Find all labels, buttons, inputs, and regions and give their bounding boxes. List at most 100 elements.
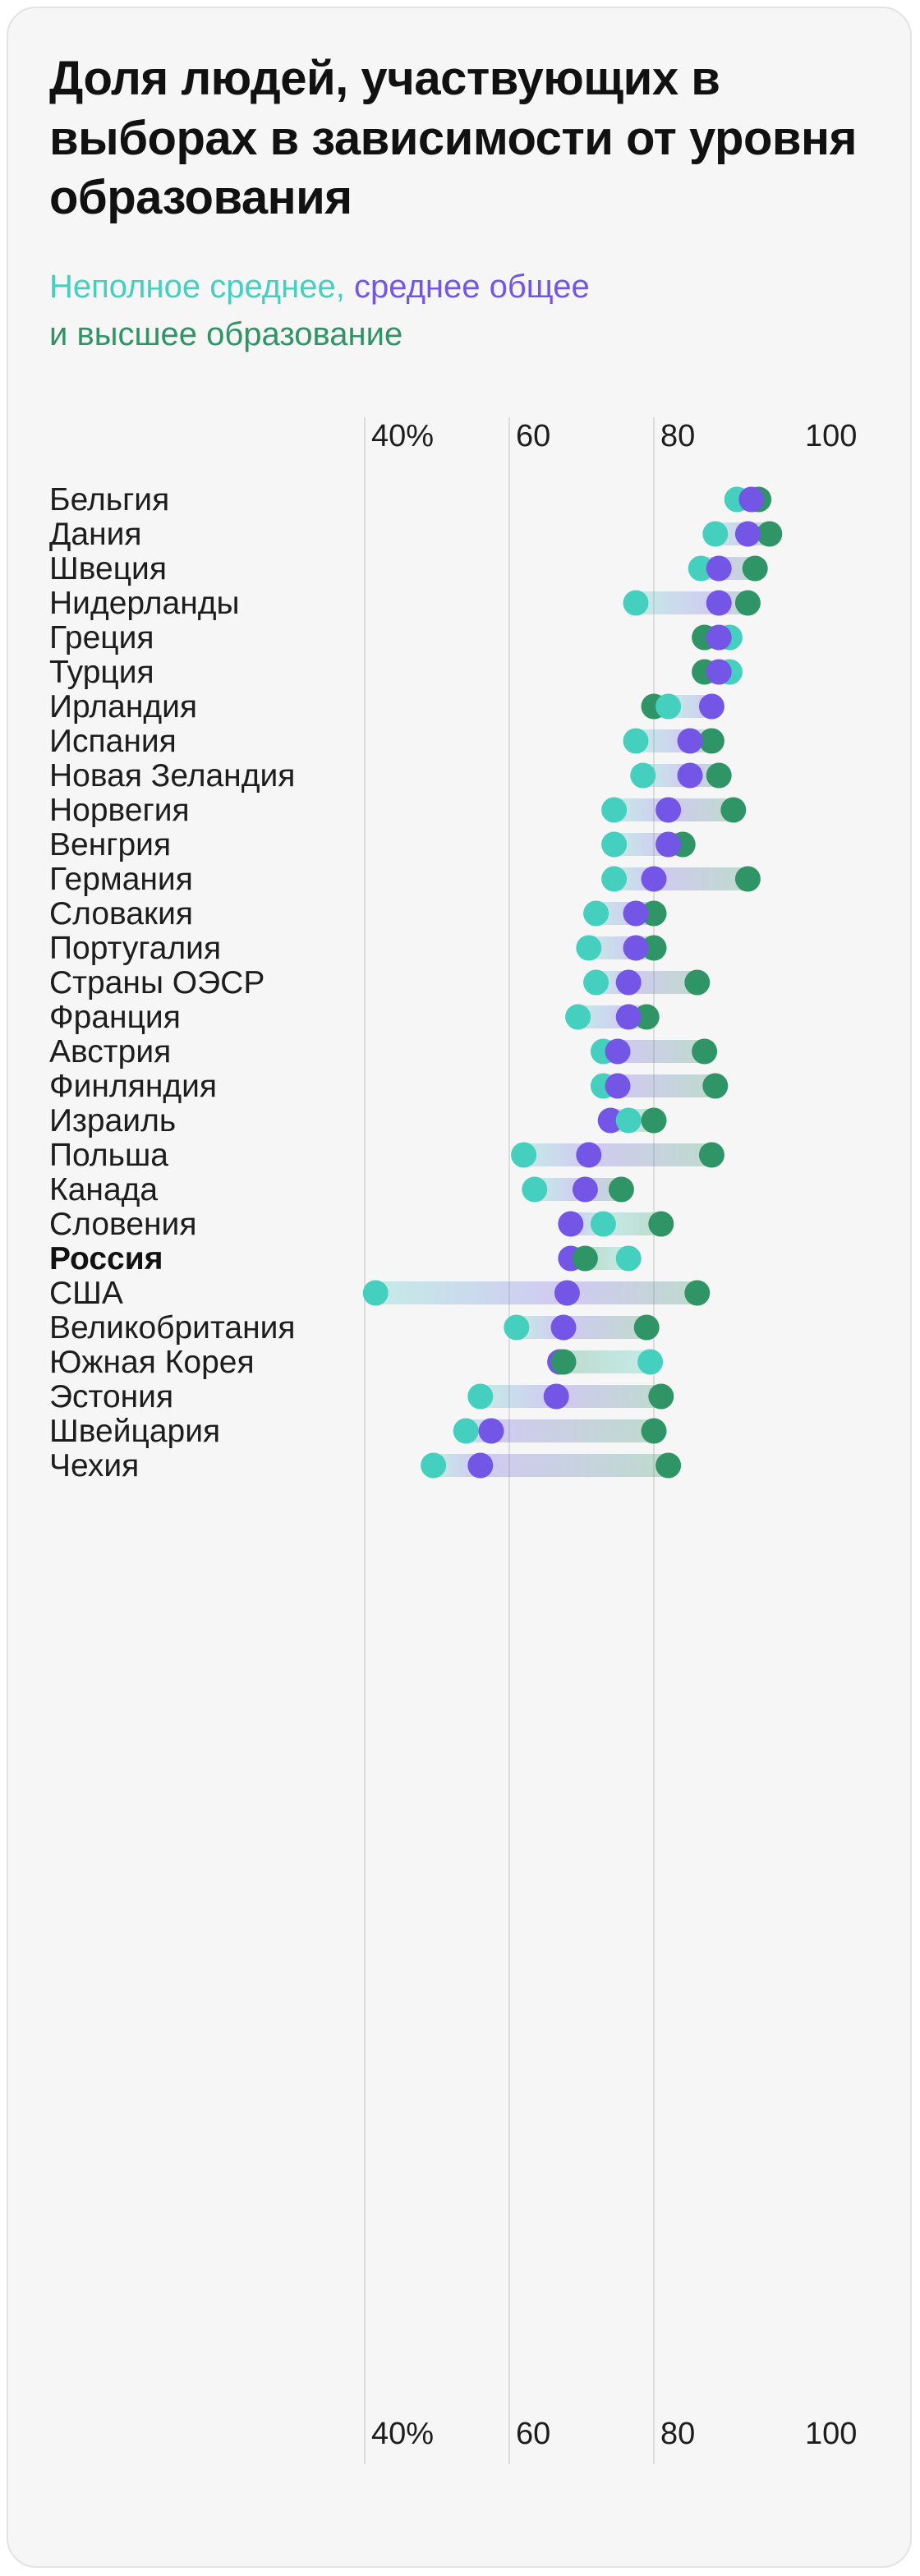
point-mid <box>656 831 682 858</box>
row-label: Словения <box>49 1207 196 1242</box>
point-high <box>742 555 768 582</box>
point-low <box>615 1245 642 1272</box>
row-label: Финляндия <box>49 1069 217 1104</box>
chart-row: Великобритания <box>49 1310 660 1346</box>
point-high <box>641 1418 667 1444</box>
range-bar <box>375 1281 697 1304</box>
point-mid <box>623 935 649 961</box>
row-label: Турция <box>49 655 154 690</box>
point-low <box>601 831 628 858</box>
point-low <box>630 762 656 789</box>
row-label: Дания <box>49 517 142 552</box>
row-label: Страны ОЭСР <box>49 965 264 1000</box>
range-bar <box>480 1385 661 1408</box>
row-label: Швейцария <box>49 1414 220 1449</box>
point-mid <box>698 693 724 720</box>
row-label: Словакия <box>49 896 193 932</box>
row-label: Швеция <box>49 551 167 586</box>
row-label: Польша <box>49 1138 168 1173</box>
row-label: Испания <box>49 724 177 759</box>
point-mid <box>467 1452 494 1479</box>
point-low <box>601 866 628 892</box>
point-mid <box>478 1418 504 1444</box>
point-low <box>362 1280 389 1306</box>
row-label: Греция <box>49 620 154 656</box>
point-low <box>583 900 610 927</box>
chart-row: Новая Зеландия <box>49 758 732 794</box>
point-low <box>504 1314 530 1341</box>
point-mid <box>605 1038 631 1065</box>
point-low <box>702 521 729 547</box>
row-label: Австрия <box>49 1034 171 1070</box>
chart-row: Португалия <box>49 931 667 966</box>
bottom-axis-ticks: 40% 60 80 100 <box>371 2417 857 2451</box>
row-label: Португалия <box>49 931 221 966</box>
chart-row: Германия <box>49 862 761 897</box>
point-mid <box>677 762 703 789</box>
point-high <box>641 935 667 961</box>
tick-bottom-100: 100 <box>805 2417 857 2451</box>
chart-row: Швеция <box>49 551 768 586</box>
point-high <box>757 521 783 547</box>
point-high <box>692 1038 718 1065</box>
tick-top-80: 80 <box>660 419 695 453</box>
point-low <box>623 728 649 754</box>
range-bar <box>516 1316 647 1339</box>
point-low <box>583 969 610 996</box>
point-low <box>511 1142 537 1168</box>
point-high <box>702 1073 729 1099</box>
rows-layer: БельгияДанияШвецияНидерландыГрецияТурция… <box>49 482 783 1484</box>
legend-mid-label: среднее общее <box>353 269 590 305</box>
point-low <box>453 1418 479 1444</box>
point-mid <box>597 1107 623 1134</box>
point-high <box>641 1107 667 1134</box>
point-low <box>565 1004 591 1030</box>
top-axis-ticks: 40% 60 80 100 <box>371 419 857 453</box>
range-bar <box>523 1143 712 1166</box>
chart-row: Дания <box>49 517 783 552</box>
row-label: Россия <box>49 1241 163 1276</box>
range-bar <box>596 971 697 994</box>
chart-row: Финляндия <box>49 1069 729 1104</box>
point-low <box>688 555 714 582</box>
row-label: Эстония <box>49 1379 173 1414</box>
point-low <box>623 590 649 616</box>
row-label: США <box>49 1276 123 1311</box>
tick-bottom-60: 60 <box>516 2417 550 2451</box>
tick-bottom-80: 80 <box>660 2417 695 2451</box>
point-mid <box>677 728 703 754</box>
chart-row: Словения <box>49 1207 674 1242</box>
point-high <box>633 1004 660 1030</box>
point-mid <box>543 1383 569 1410</box>
row-label: Чехия <box>49 1448 139 1484</box>
chart-row: Чехия <box>49 1448 682 1484</box>
row-label: Нидерланды <box>49 586 240 621</box>
point-high <box>572 1245 598 1272</box>
legend-high-label: и высшее образование <box>49 316 403 352</box>
point-mid <box>623 900 649 927</box>
row-label: Великобритания <box>49 1310 296 1346</box>
row-label: Бельгия <box>49 482 169 518</box>
row-label: Венгрия <box>49 827 171 862</box>
chart-row: Страны ОЭСР <box>49 965 711 1000</box>
tick-top-100: 100 <box>805 419 857 453</box>
chart-row: Россия <box>49 1241 642 1276</box>
point-high <box>648 1211 674 1237</box>
point-high <box>698 728 724 754</box>
point-low <box>421 1452 447 1479</box>
point-low <box>615 1107 642 1134</box>
chart-row: Греция <box>49 620 743 656</box>
point-mid <box>558 1211 584 1237</box>
point-mid <box>572 1176 598 1203</box>
tick-top-60: 60 <box>516 419 550 453</box>
point-mid <box>734 521 761 547</box>
row-label: Южная Корея <box>49 1345 255 1380</box>
tick-top-40: 40% <box>371 419 434 453</box>
point-low <box>522 1176 548 1203</box>
row-label: Ирландия <box>49 689 197 724</box>
point-low <box>601 797 628 823</box>
point-low <box>467 1383 494 1410</box>
point-mid <box>706 624 732 651</box>
chart-row: Канада <box>49 1172 634 1208</box>
